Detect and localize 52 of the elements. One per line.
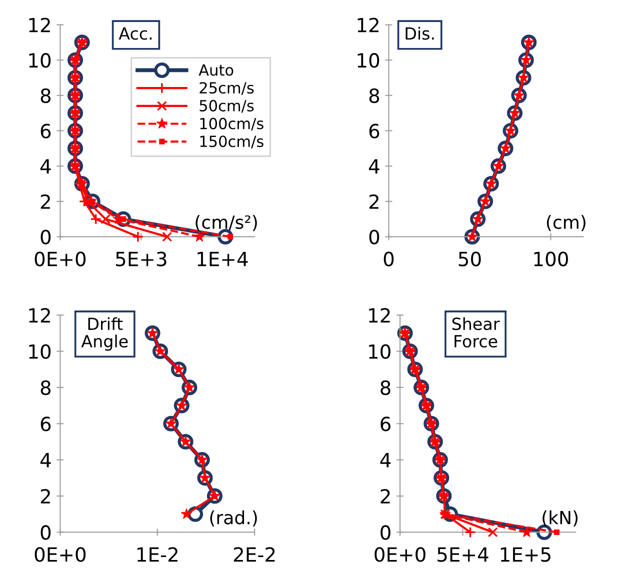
text: Shear Force [452,317,500,348]
y-tick-label: 0 [40,525,51,540]
x-tick-label: 0E+0 [34,252,86,266]
x-tick-label: 2E-2 [234,547,275,562]
y-tick-label: 8 [40,88,51,104]
x-tick-label: 0E+0 [34,547,86,562]
text: Drift Angle [81,317,128,351]
y-tick-label: 4 [40,453,51,468]
y-tick-label: 0 [380,525,390,540]
x-tick-label: 100 [534,252,568,266]
chart-title: Dis. [406,26,434,40]
y-tick-label: 4 [368,159,380,174]
y-tick-label: 10 [369,344,390,359]
x-axis-title: (cm) [546,215,586,232]
x-tick-label: 1E+5 [500,547,550,562]
y-tick-label: 0 [369,230,380,244]
x-tick-label: 0E+0 [374,547,426,562]
x-tick-label: 5E+4 [438,547,488,562]
y-tick-label: 6 [40,416,51,432]
y-tick-label: 10 [29,344,51,359]
x-axis-title: (kN) [542,510,578,527]
y-tick-label: 2 [40,488,50,504]
x-tick-label: 1E-2 [137,547,178,562]
y-tick-label: 12 [369,308,390,322]
y-tick-label: 12 [29,18,50,32]
y-tick-label: 12 [29,308,50,322]
y-tick-label: 2 [369,194,378,209]
y-tick-label: 6 [369,124,380,138]
legend-label: 150cm/s [200,136,264,148]
legend-label: 100cm/s [200,118,264,131]
y-tick-label: 0 [40,230,51,244]
chart-title: Acc. [118,27,152,40]
legend-label: 25cm/s [200,82,254,95]
y-tick-label: 6 [40,124,51,138]
y-tick-label: 10 [29,53,51,68]
y-tick-label: 8 [380,380,390,396]
y-tick-label: 12 [358,18,378,32]
y-tick-label: 8 [40,380,51,396]
y-tick-label: 10 [358,53,380,68]
x-axis-title: (cm/s²) [196,215,257,232]
legend-label: 50cm/s [200,100,254,113]
y-tick-label: 4 [380,453,391,468]
x-axis-title: (rad.) [210,510,257,527]
legend-label: Auto [198,64,234,76]
y-tick-label: 6 [380,416,390,432]
y-tick-label: 8 [369,88,380,104]
x-tick-label: 1E+4 [198,252,248,266]
y-tick-label: 2 [380,488,390,504]
x-tick-label: 50 [458,252,481,266]
y-tick-label: 2 [40,194,50,209]
x-tick-label: 5E+3 [116,252,166,266]
y-tick-label: 4 [40,159,51,174]
